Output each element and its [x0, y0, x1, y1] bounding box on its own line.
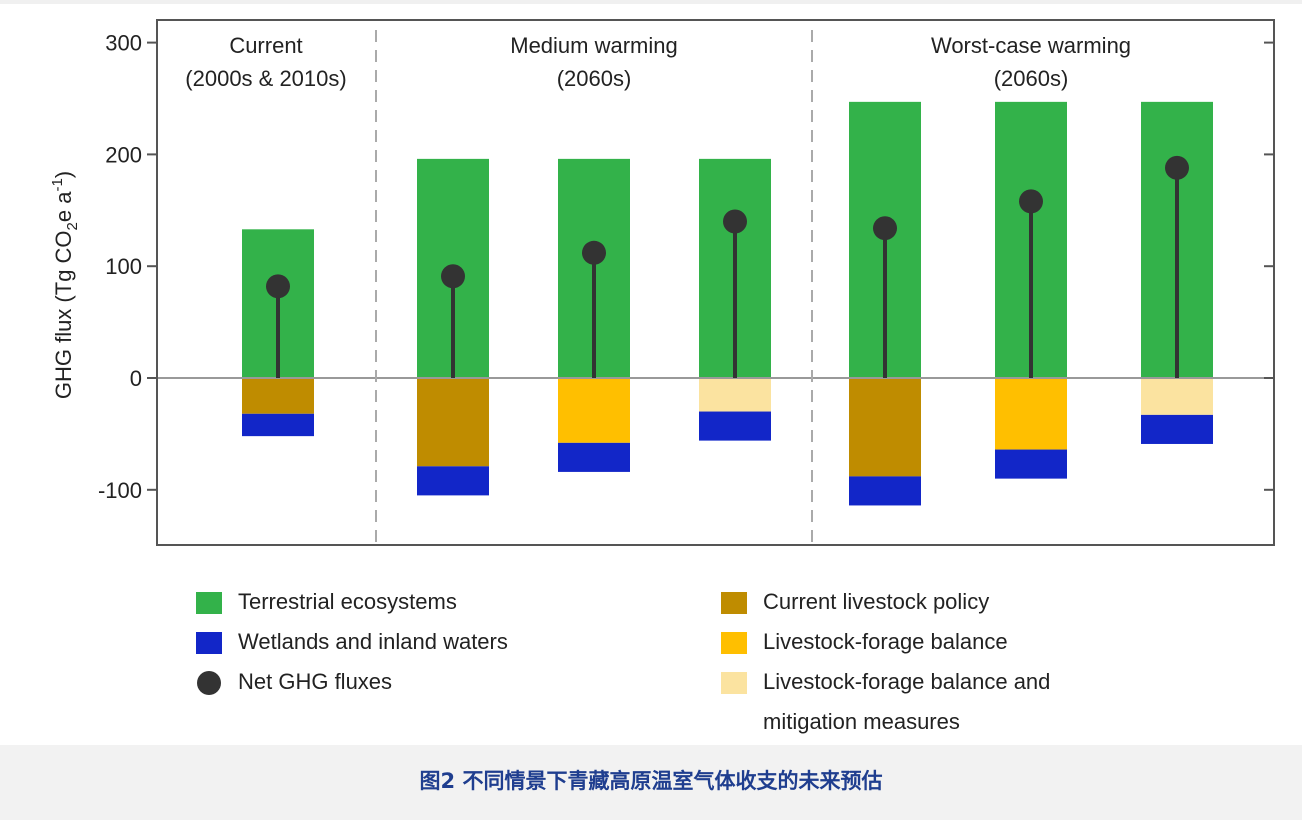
legend-label: Livestock-forage balance	[763, 629, 1008, 654]
legend-label: Wetlands and inland waters	[238, 629, 508, 654]
forage-mitigation-swatch	[721, 672, 747, 694]
legend-item-forage-balance: Livestock-forage balance	[721, 629, 1008, 662]
legend-label: Terrestrial ecosystems	[238, 589, 457, 614]
panel-1-subtitle: (2000s & 2010s)	[185, 66, 346, 91]
panel-2-subtitle: (2060s)	[557, 66, 632, 91]
top-band	[0, 0, 1302, 4]
y-label-mid: e a	[51, 191, 76, 222]
legend-item-wetlands: Wetlands and inland waters	[196, 629, 508, 662]
y-tick-label: 200	[105, 142, 142, 167]
net-flux-point	[873, 216, 897, 241]
legend: Terrestrial ecosystems Wetlands and inla…	[196, 589, 1050, 742]
y-tick-label: 300	[105, 31, 142, 56]
panel-1-title: Current	[229, 33, 302, 58]
forage-balance-swatch	[721, 632, 747, 654]
ghg-flux-chart: 300 200 100 0 -100 Current (2000s & 2010s) M…	[49, 19, 1275, 546]
y-label-sup: -1	[49, 178, 66, 191]
panel-3-title: Worst-case warming	[931, 33, 1131, 58]
net-flux-point	[582, 240, 606, 265]
bar-livestock-forage-mitigation	[699, 378, 771, 412]
y-tick-label: -100	[98, 478, 142, 503]
bar-livestock-current-policy	[417, 378, 489, 467]
y-axis: 300 200 100 0 -100	[98, 31, 1274, 503]
bar-wetlands	[558, 442, 630, 472]
bar-wetlands	[1141, 414, 1213, 444]
net-flux-dot	[197, 671, 221, 695]
current-policy-swatch	[721, 592, 747, 614]
legend-label: Current livestock policy	[763, 589, 990, 614]
legend-item-terrestrial: Terrestrial ecosystems	[196, 589, 457, 622]
wetlands-swatch	[196, 632, 222, 654]
legend-label: Livestock-forage balance and mitigation …	[763, 662, 1050, 742]
bar-livestock-forage-balance	[995, 378, 1067, 450]
legend-label-line1: Livestock-forage balance and	[763, 669, 1051, 694]
y-label-end: )	[51, 171, 76, 178]
bar-livestock-current-policy	[849, 378, 921, 477]
y-label-sub: 2	[64, 222, 81, 230]
net-flux-point	[266, 274, 290, 299]
stems-layer	[266, 155, 1189, 378]
figure-caption: 图2 不同情景下青藏高原温室气体收支的未来预估	[419, 768, 883, 793]
legend-label: Net GHG fluxes	[238, 669, 393, 694]
y-axis-label: GHG flux (Tg CO2e a-1)	[49, 171, 81, 399]
net-flux-point	[441, 264, 465, 289]
net-flux-point	[723, 209, 747, 234]
y-label-main: GHG flux (Tg CO	[51, 230, 76, 399]
legend-item-net: Net GHG fluxes	[196, 669, 392, 702]
plot-frame	[156, 19, 1275, 546]
legend-label-line2: mitigation measures	[763, 709, 960, 734]
net-flux-point	[1019, 189, 1043, 214]
bar-livestock-forage-mitigation	[1141, 378, 1213, 415]
bar-livestock-forage-balance	[558, 378, 630, 443]
legend-item-current-policy: Current livestock policy	[721, 589, 989, 622]
panel-2-title: Medium warming	[510, 33, 678, 58]
terrestrial-swatch	[196, 592, 222, 614]
bar-wetlands	[699, 411, 771, 441]
net-flux-point	[1165, 155, 1189, 180]
bar-livestock-current-policy	[242, 378, 314, 414]
y-tick-label: 100	[105, 254, 142, 279]
bar-wetlands	[995, 449, 1067, 479]
bar-wetlands	[849, 476, 921, 506]
bars-layer	[242, 101, 1213, 506]
bar-wetlands	[417, 466, 489, 496]
caption-bar: 图2 不同情景下青藏高原温室气体收支的未来预估	[0, 745, 1302, 820]
panel-3-subtitle: (2060s)	[994, 66, 1069, 91]
y-tick-label: 0	[130, 366, 142, 391]
bar-wetlands	[242, 413, 314, 437]
legend-item-forage-mitigation: Livestock-forage balance and mitigation …	[721, 669, 1050, 742]
